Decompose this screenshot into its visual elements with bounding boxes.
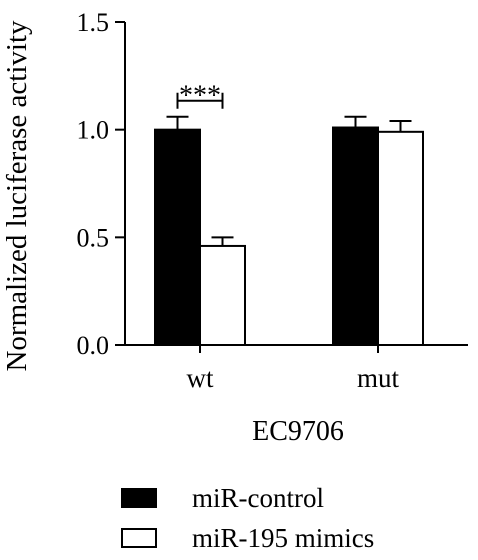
bar xyxy=(154,128,201,346)
significance-annotations: *** xyxy=(176,81,224,112)
y-tick-label: 1.0 xyxy=(77,116,110,145)
legend-label: miR-195 mimics xyxy=(192,523,374,553)
x-tick-label: wt xyxy=(187,363,214,393)
bar xyxy=(377,130,424,346)
legend-swatch xyxy=(121,488,157,508)
axes: 0.0 0.5 1.0 1.5 wt mut xyxy=(77,8,468,393)
y-axis-label: Normalized luciferase activity xyxy=(1,20,33,372)
bar xyxy=(332,126,379,346)
legend-label: miR-control xyxy=(192,483,324,513)
y-tick-label: 1.5 xyxy=(77,8,110,37)
bar xyxy=(199,244,246,347)
x-tick-label: mut xyxy=(357,363,400,393)
x-axis-label: EC9706 xyxy=(252,416,344,447)
significance-stars: *** xyxy=(179,81,221,112)
bars xyxy=(154,115,424,347)
y-tick-label: 0.5 xyxy=(77,223,110,252)
y-tick-label: 0.0 xyxy=(77,331,110,360)
legend: miR-control miR-195 mimics xyxy=(121,483,374,553)
legend-swatch xyxy=(121,528,157,548)
